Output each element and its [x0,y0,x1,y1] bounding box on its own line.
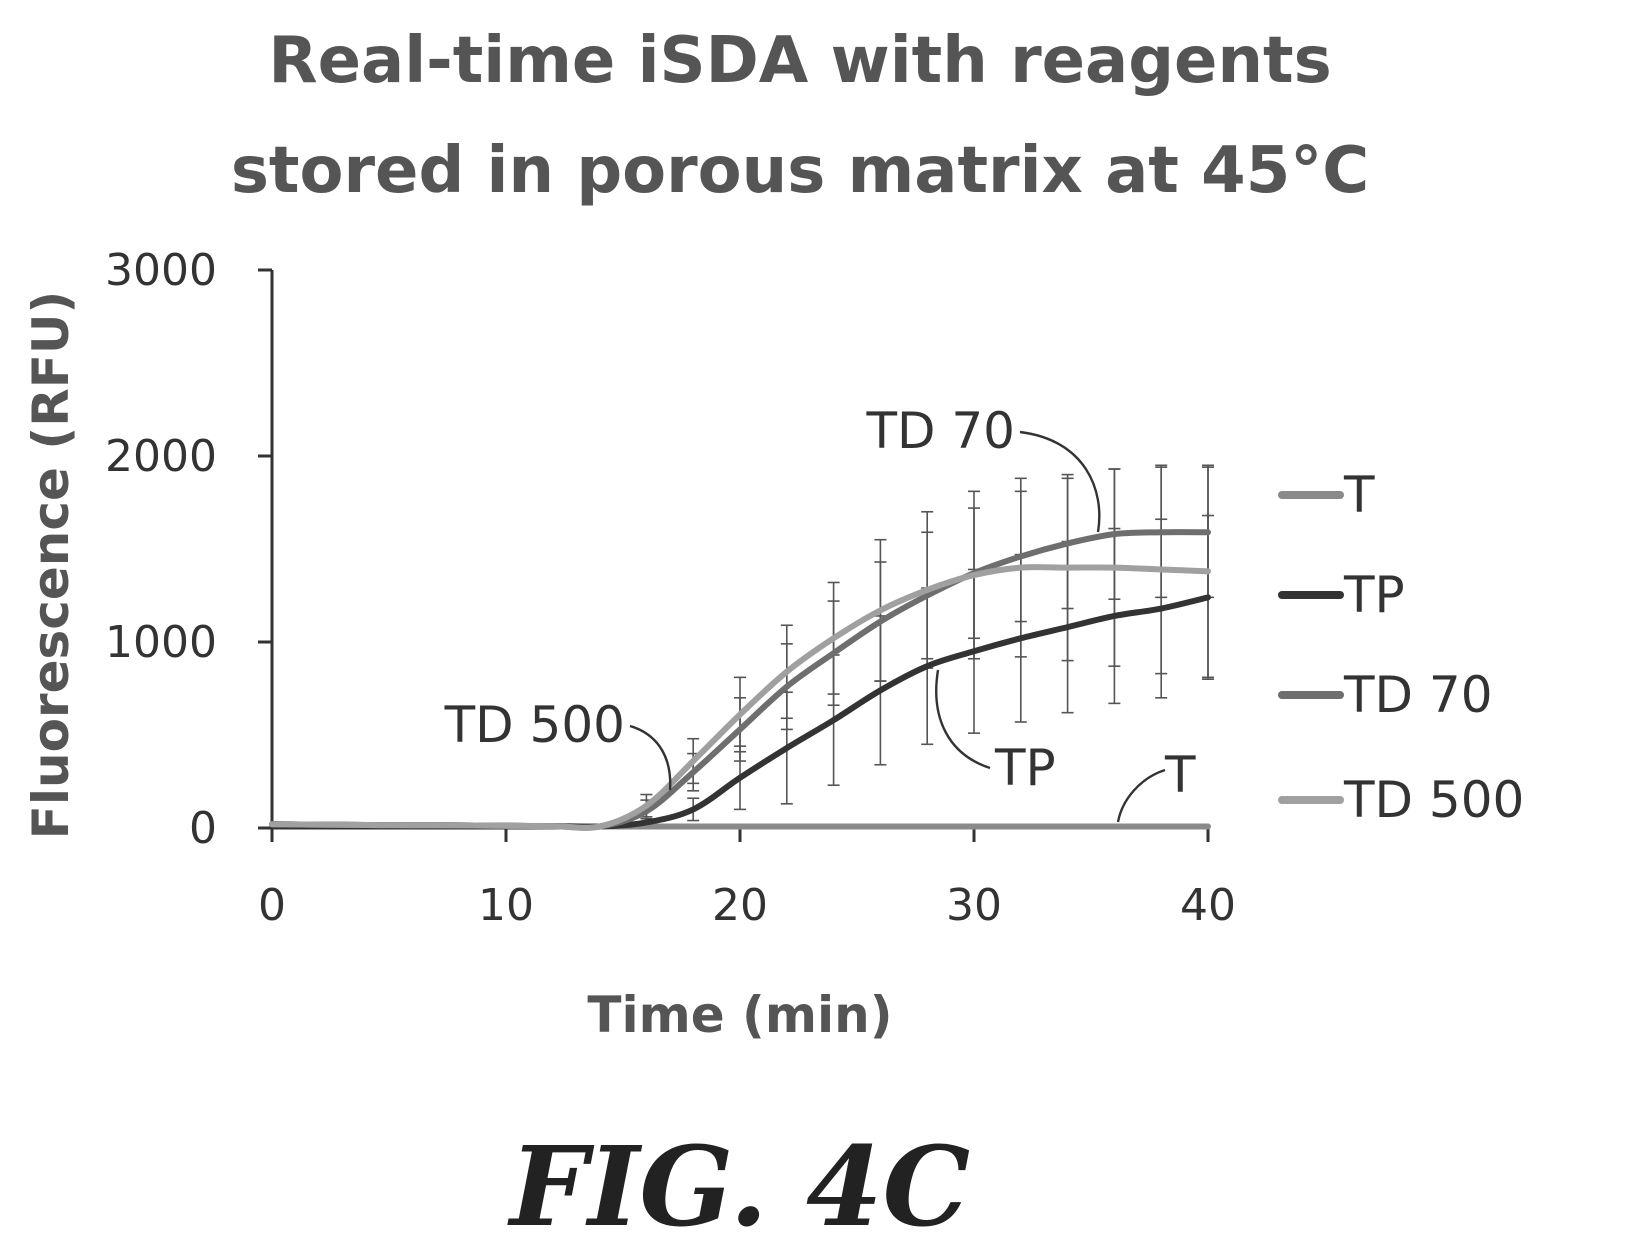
annotations: TD 70 TD 500 TP T [444,402,1196,823]
legend-entry: T [1343,466,1375,524]
annotation-label: TP [994,739,1056,797]
y-tick-label: 0 [189,803,217,854]
annotation-leader [629,724,672,791]
x-tick-label: 20 [712,880,768,931]
series-lines [269,529,1211,831]
legend-entry: TD 500 [1343,771,1524,829]
x-tick-label: 0 [258,880,286,931]
legend-entry: TP [1343,566,1405,624]
figure-label: FIG. 4C [507,1122,970,1251]
legend: T TP TD 70 TD 500 [1278,466,1524,829]
y-tick-label: 3000 [105,245,217,296]
annotation-label: T [1164,746,1196,804]
annotation-leader [1019,430,1101,533]
x-axis-label: Time (min) [587,986,892,1044]
y-tick-label: 2000 [105,431,217,482]
y-axis-label: Fluorescence (RFU) [22,291,80,840]
x-tick-label: 30 [946,880,1002,931]
legend-entry: TD 70 [1343,666,1493,724]
annotation-leader [935,669,991,770]
chart-title-line-2: stored in porous matrix at 45°C [231,134,1369,208]
chart-title-line-1: Real-time iSDA with reagents [268,24,1331,98]
annotation-leader [1116,768,1166,823]
x-tick-label: 40 [1180,880,1236,931]
annotation-label: TD 70 [865,402,1015,460]
x-tick-label: 10 [478,880,534,931]
y-tick-label: 1000 [105,617,217,668]
annotation-label: TD 500 [444,696,625,754]
series-line-td-500 [269,564,1211,831]
